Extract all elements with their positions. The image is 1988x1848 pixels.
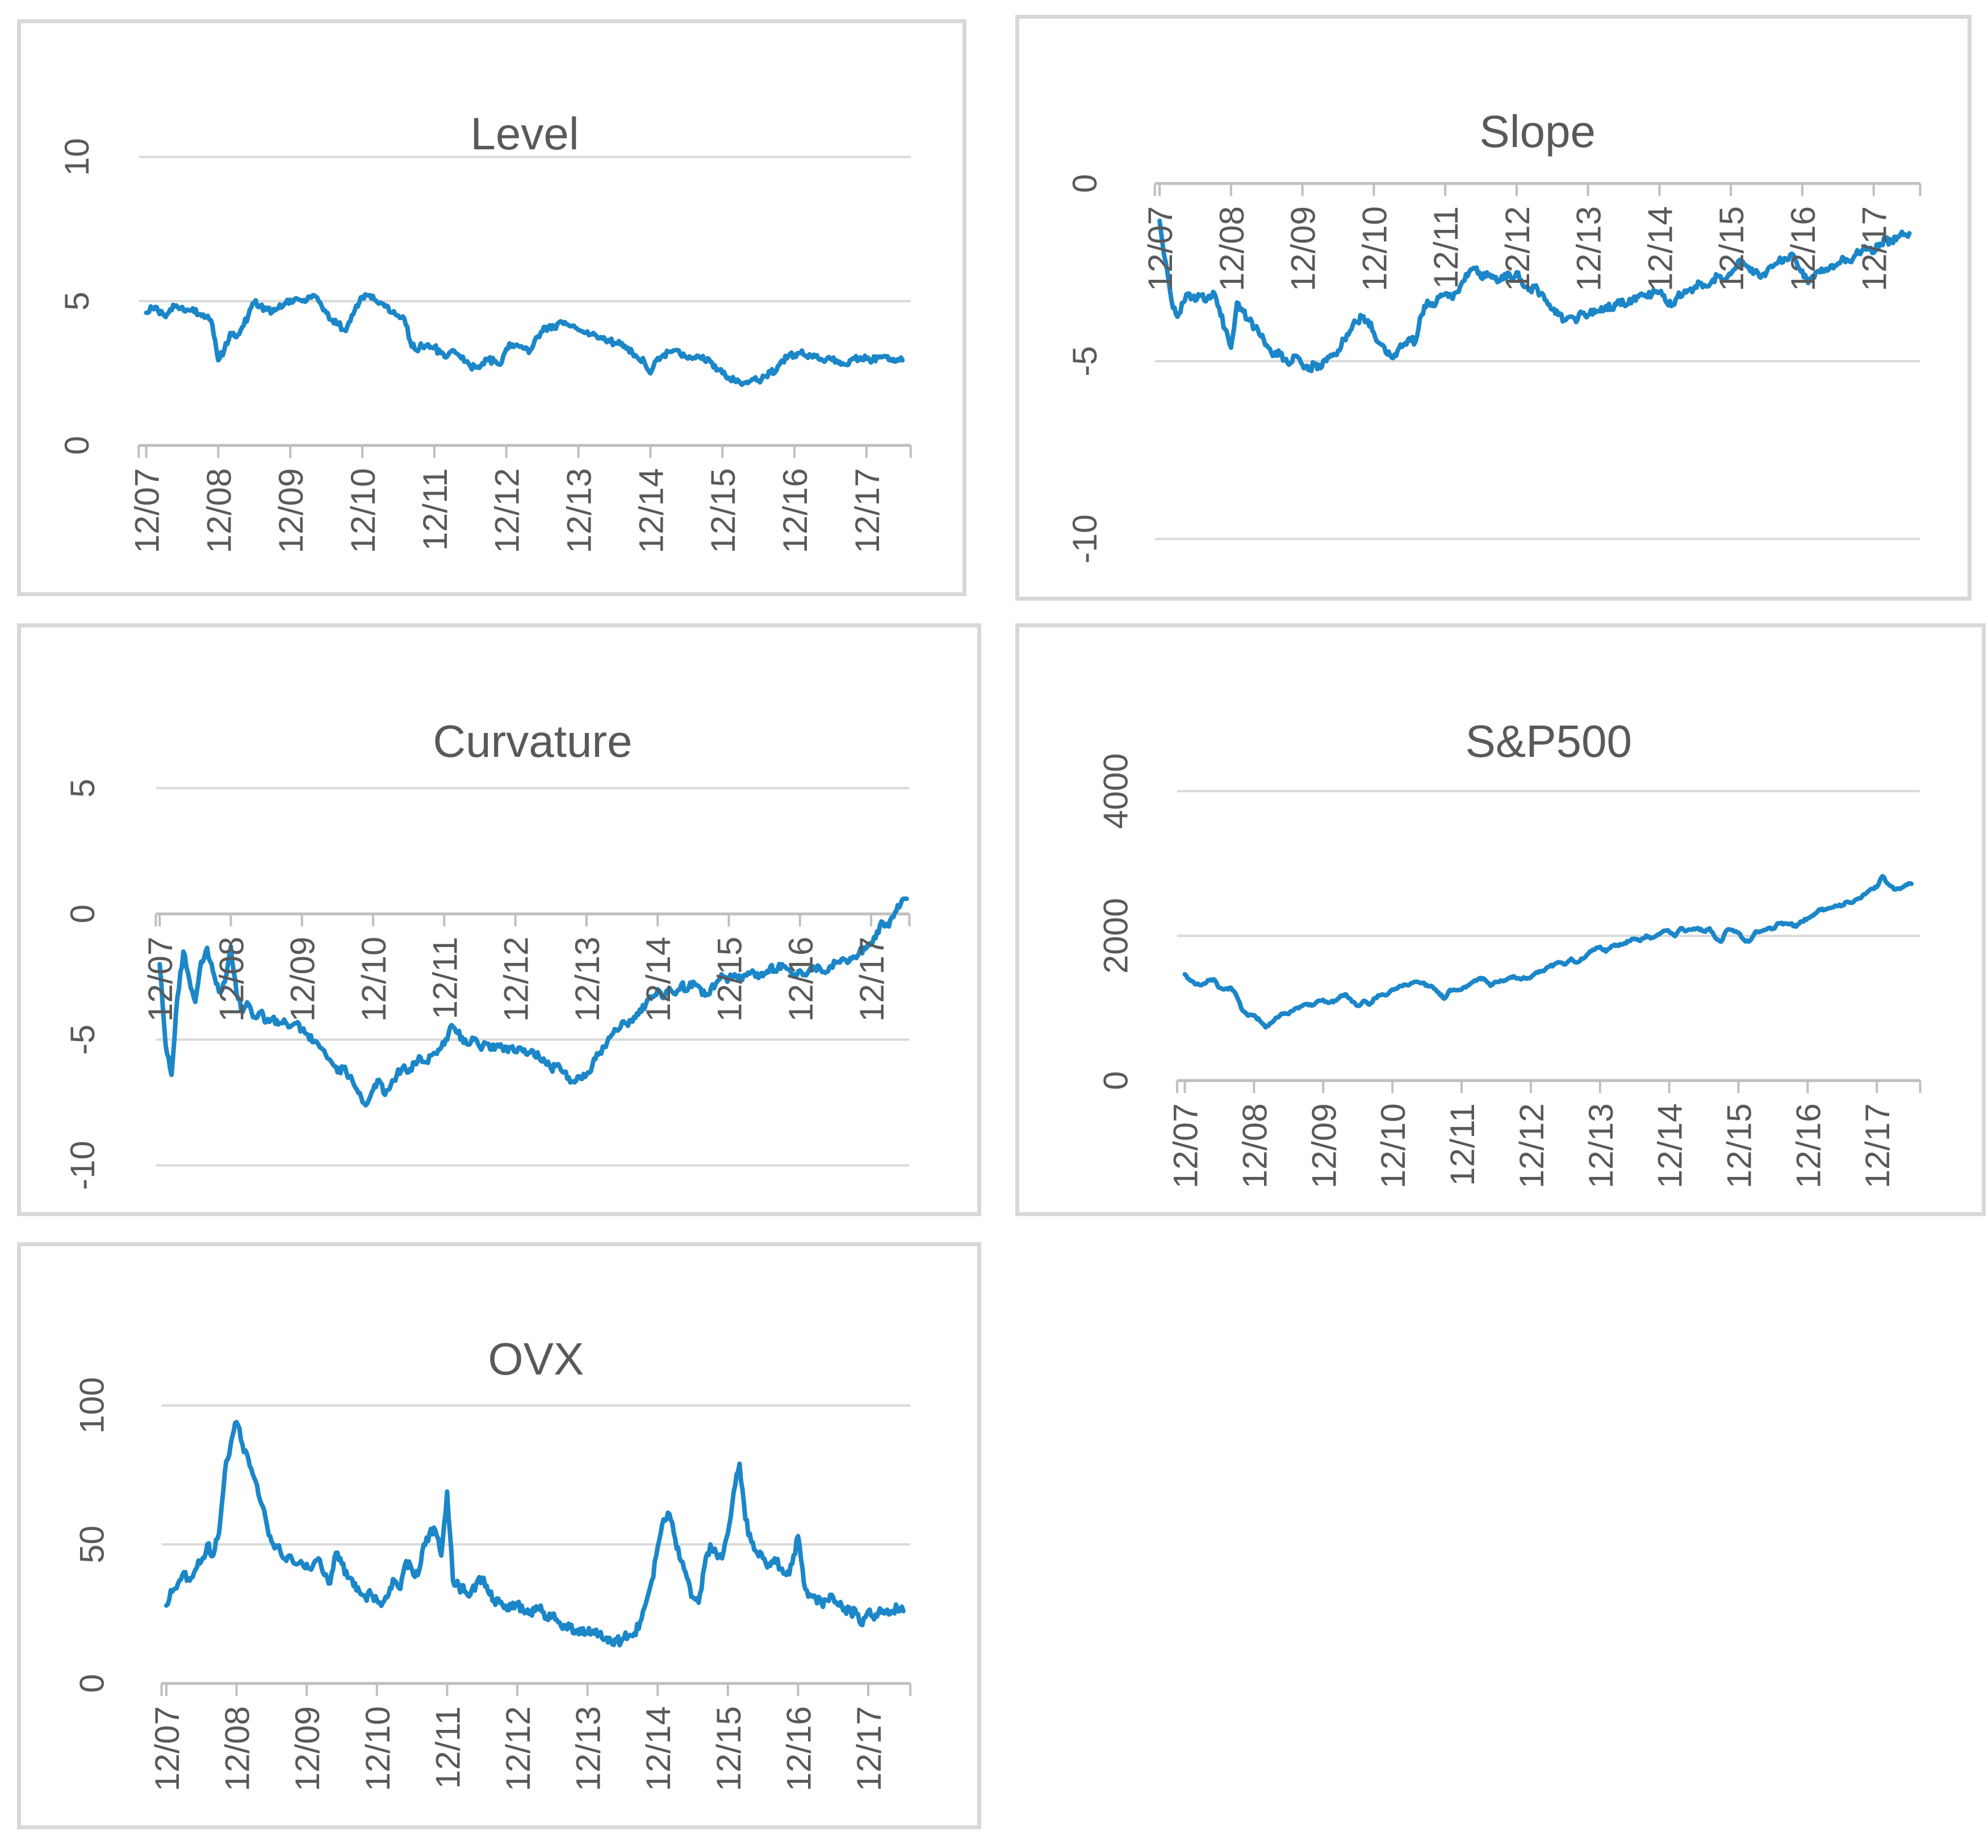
x-tick-label: 12/07 bbox=[141, 937, 179, 1022]
x-tick-label: 12/14 bbox=[639, 937, 677, 1022]
y-tick-label: 50 bbox=[73, 1526, 111, 1564]
x-tick-label: 12/09 bbox=[1305, 1103, 1343, 1188]
x-tick-label: 12/11 bbox=[1427, 206, 1465, 289]
x-tick-label: 12/13 bbox=[568, 937, 606, 1022]
x-tick-label: 12/12 bbox=[497, 937, 535, 1022]
series-line bbox=[164, 1419, 906, 1648]
x-tick-label: 12/16 bbox=[780, 1706, 818, 1791]
chart-canvas-slope: 12/07 12/08 12/09 12/10 12/11 12/12 12/13 12/14… bbox=[1066, 174, 1922, 564]
chart-canvas-curvature: 12/07 12/08 12/09 12/10 12/11 12/12 12/13 12/14… bbox=[64, 779, 911, 1190]
x-tick-label: 12/17 bbox=[1859, 1103, 1897, 1188]
x-tick-label: 12/09 bbox=[288, 1706, 327, 1791]
x-tick-label: 12/15 bbox=[1721, 1103, 1759, 1188]
series-line bbox=[144, 292, 905, 387]
x-tick-label: 12/10 bbox=[355, 937, 393, 1022]
x-tick-label: 12/09 bbox=[272, 468, 310, 553]
x-tick-label: 12/16 bbox=[782, 937, 820, 1022]
x-tick-label: 12/11 bbox=[1443, 1103, 1481, 1186]
x-tick-label: 12/14 bbox=[1651, 1103, 1689, 1188]
x-tick-label: 12/14 bbox=[632, 468, 670, 553]
x-tick-label: 12/12 bbox=[1513, 1103, 1551, 1188]
x-tick-label: 12/08 bbox=[1213, 206, 1251, 291]
x-tick-label: 12/11 bbox=[426, 937, 464, 1020]
x-tick-label: 12/15 bbox=[710, 937, 748, 1022]
x-tick-label: 12/13 bbox=[570, 1706, 608, 1791]
x-tick-label: 12/16 bbox=[776, 468, 814, 553]
chart-title-slope: Slope bbox=[1479, 106, 1596, 157]
chart-title-level: Level bbox=[470, 108, 579, 160]
x-tick-label: 12/11 bbox=[429, 1706, 467, 1789]
x-tick-label: 12/15 bbox=[1713, 206, 1751, 291]
chart-panel-slope[interactable]: Slope 12/07 12/08 12/09 12/10 12/11 12/12 12/1… bbox=[1015, 15, 1972, 601]
chart-panel-level[interactable]: Level 12/07 12/08 12/09 12/10 12/11 12/12 12/1… bbox=[17, 19, 966, 596]
x-tick-label: 12/12 bbox=[488, 468, 526, 553]
x-tick-label: 12/08 bbox=[1236, 1103, 1274, 1188]
y-tick-label: 10 bbox=[58, 138, 96, 176]
chart-panel-ovx[interactable]: OVX 12/07 12/08 12/09 12/10 12/11 12/12 12/13 1… bbox=[17, 1242, 981, 1829]
chart-canvas-ovx: 12/07 12/08 12/09 12/10 12/11 12/12 12/13 12/14… bbox=[73, 1377, 912, 1791]
x-tick-label: 12/07 bbox=[1141, 206, 1179, 291]
x-tick-label: 12/11 bbox=[416, 468, 454, 551]
y-tick-label: 0 bbox=[58, 436, 96, 455]
series-line bbox=[1182, 874, 1914, 1030]
x-tick-label: 12/16 bbox=[1789, 1103, 1827, 1188]
x-tick-label: 12/12 bbox=[499, 1706, 537, 1791]
y-tick-label: -10 bbox=[1066, 514, 1104, 564]
chart-title-curvature: Curvature bbox=[433, 715, 633, 766]
x-tick-label: 12/13 bbox=[1570, 206, 1608, 291]
y-tick-label: -5 bbox=[1066, 346, 1104, 376]
chart-panel-curvature[interactable]: Curvature 12/07 12/08 12/09 12/10 12/11 12/12… bbox=[17, 623, 981, 1216]
x-tick-label: 12/15 bbox=[704, 468, 742, 553]
x-tick-label: 12/09 bbox=[284, 937, 322, 1022]
x-tick-label: 12/16 bbox=[1784, 206, 1822, 291]
x-tick-label: 12/10 bbox=[1355, 206, 1393, 291]
chart-canvas-sp500: 12/07 12/08 12/09 12/10 12/11 12/12 12/13 12/14… bbox=[1097, 753, 1922, 1188]
x-tick-label: 12/17 bbox=[850, 1706, 888, 1791]
y-tick-label: 0 bbox=[64, 904, 102, 923]
y-tick-label: -5 bbox=[64, 1024, 102, 1054]
x-tick-label: 12/08 bbox=[219, 1706, 257, 1791]
chart-title-ovx: OVX bbox=[488, 1333, 584, 1384]
x-tick-label: 12/10 bbox=[344, 468, 382, 553]
y-tick-label: -10 bbox=[64, 1141, 102, 1190]
x-tick-label: 12/17 bbox=[853, 937, 891, 1022]
x-tick-label: 12/14 bbox=[1641, 206, 1679, 291]
x-tick-label: 12/10 bbox=[1374, 1103, 1412, 1188]
y-tick-label: 100 bbox=[73, 1377, 111, 1434]
y-tick-label: 0 bbox=[73, 1674, 111, 1692]
x-tick-label: 12/17 bbox=[848, 468, 886, 553]
x-tick-label: 12/07 bbox=[128, 468, 166, 553]
y-tick-label: 2000 bbox=[1097, 898, 1135, 974]
x-tick-label: 12/15 bbox=[710, 1706, 748, 1791]
series-line bbox=[1157, 218, 1912, 374]
y-tick-label: 0 bbox=[1097, 1071, 1135, 1090]
y-tick-label: 0 bbox=[1066, 174, 1104, 192]
x-tick-label: 12/08 bbox=[200, 468, 238, 553]
y-tick-label: 5 bbox=[58, 292, 96, 311]
x-tick-label: 12/12 bbox=[1499, 206, 1537, 291]
y-tick-label: 5 bbox=[64, 779, 102, 798]
x-tick-label: 12/07 bbox=[148, 1706, 186, 1791]
x-tick-label: 12/14 bbox=[639, 1706, 677, 1791]
x-tick-label: 12/07 bbox=[1167, 1103, 1205, 1188]
chart-panel-sp500[interactable]: S&P500 12/07 12/08 12/09 12/10 12/11 12/12 12/… bbox=[1015, 623, 1986, 1216]
x-tick-label: 12/10 bbox=[359, 1706, 397, 1791]
chart-title-sp500: S&P500 bbox=[1465, 715, 1633, 766]
y-tick-label: 4000 bbox=[1097, 753, 1135, 829]
x-tick-label: 12/09 bbox=[1284, 206, 1322, 291]
chart-canvas-level: 12/07 12/08 12/09 12/10 12/11 12/12 12/13 12/14… bbox=[58, 138, 912, 554]
x-tick-label: 12/17 bbox=[1856, 206, 1894, 291]
series-line bbox=[157, 896, 909, 1108]
x-tick-label: 12/08 bbox=[212, 937, 250, 1022]
x-tick-label: 12/13 bbox=[560, 468, 599, 553]
x-tick-label: 12/13 bbox=[1582, 1103, 1620, 1188]
